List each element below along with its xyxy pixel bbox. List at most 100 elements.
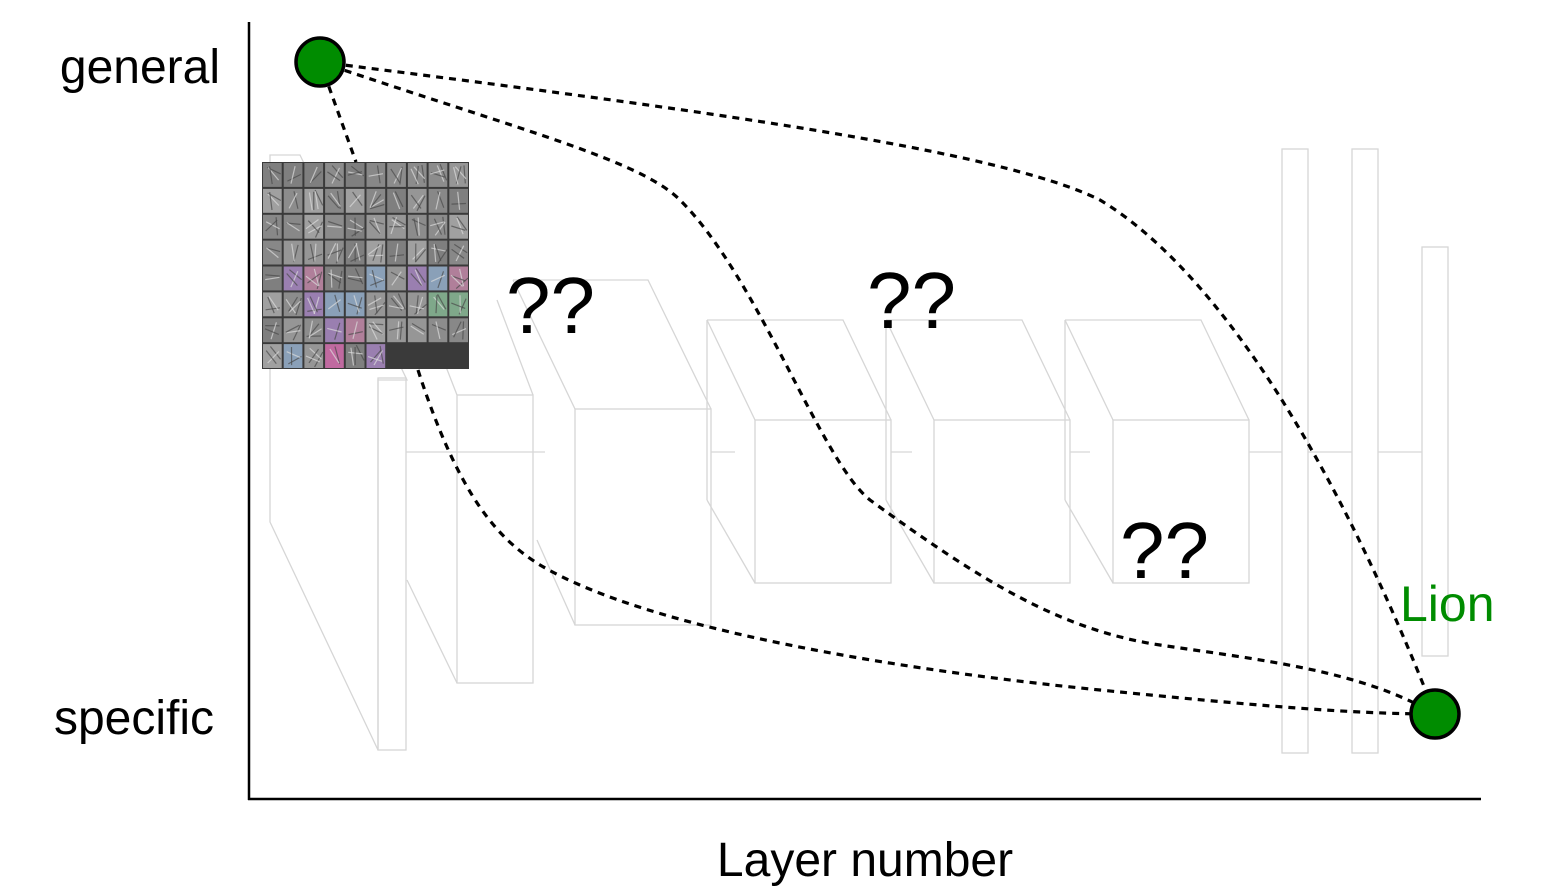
filter-stripe [286,221,300,232]
filter-cell [283,318,303,343]
filter-stripe [290,270,299,288]
filter-cell [263,214,282,239]
filter-stripe [399,321,403,340]
filter-stripe [327,171,341,182]
general-node [294,36,346,88]
filter-stripe [370,349,382,363]
filter-stripe [415,295,419,314]
filter-stripe [455,277,469,290]
filter-stripe [369,273,384,281]
filter-stripe [268,296,279,311]
filter-stripe [367,244,381,256]
filter-stripe [295,297,302,316]
filter-stripe [414,269,423,286]
filter-stripe [330,269,333,288]
filter-stripe [269,346,282,360]
filter-stripe [391,271,402,286]
filter-cell [263,344,282,368]
filter-stripe [269,166,273,185]
filter-stripe [451,248,465,259]
filter-stripe [374,295,378,314]
filter-stripe [308,348,319,364]
filter-stripe [413,166,426,180]
filter-stripe [451,275,466,282]
filter-stripe [394,243,399,262]
filter-stripe [307,273,321,284]
filter-cell [345,266,365,291]
y-axis-top-label: general [60,41,220,94]
filter-cell [263,163,282,187]
filter-cell [428,292,448,317]
filter-stripe [410,273,423,287]
filter-stripe [389,326,404,331]
filter-stripe [265,221,280,230]
filter-stripe [313,296,320,315]
filter-stripe [396,321,400,340]
transferability-curves [318,60,1437,716]
question-marks-3: ?? [1120,506,1209,595]
filter-stripe [347,171,363,176]
filter-stripe [388,305,404,310]
filter-cell [387,163,406,187]
conv1-filter-visualization [262,162,469,369]
filter-stripe [287,173,302,182]
filter-stripe [434,244,442,262]
filter-stripe [269,192,273,211]
filter-stripe [267,296,275,314]
filter-stripe [327,225,342,228]
filter-stripe [455,245,465,262]
filter-stripe [431,323,447,331]
filter-cell [263,292,282,317]
filter-cell [449,240,468,265]
filter-stripe [457,191,461,210]
filter-stripe [430,274,445,283]
filter-stripe [416,195,426,212]
filter-stripe [314,189,324,206]
filter-stripe [367,356,383,362]
filter-stripe [409,305,425,310]
filter-stripe [399,166,403,185]
filter-stripe [334,294,341,312]
filter-stripe [308,192,313,211]
filter-stripe [452,328,467,336]
filter-stripe [330,192,341,207]
filter-stripe [305,355,320,363]
filter-stripe [270,322,277,340]
y-axis-bottom-label: specific [54,692,214,745]
filter-stripe [355,242,361,261]
filter-stripe [453,167,459,185]
filter-stripe [437,271,445,289]
filter-stripe [451,302,466,309]
filter-stripe [369,219,384,225]
filter-stripe [353,295,360,313]
filter-stripe [431,247,446,252]
filter-stripe [392,216,406,226]
filter-stripe [305,219,319,230]
filter-stripe [379,345,384,364]
filter-stripe [309,171,322,184]
filter-stripe [370,194,382,208]
filter-stripe [367,297,382,306]
filter-stripe [288,296,299,312]
filter-stripe [435,321,441,340]
filter-stripe [327,299,341,310]
filter-stripe [390,168,401,184]
filter-stripe [453,243,468,254]
filter-stripe [356,297,363,315]
filter-stripe [290,166,296,184]
filter-stripe [349,194,361,208]
filter-cell [366,266,386,291]
filter-stripe [430,169,445,175]
filter-stripe [305,275,319,287]
filter-cell [449,214,468,239]
lion-node [1409,688,1461,740]
filter-stripe [265,274,280,277]
filter-stripe [347,227,362,232]
filter-cell [263,188,282,213]
filter-stripe [267,351,280,364]
filter-stripe [347,302,362,309]
filter-stripe [410,168,419,185]
curve-bottom [416,369,1436,716]
filter-stripe [437,294,447,310]
filter-stripe [393,167,403,184]
